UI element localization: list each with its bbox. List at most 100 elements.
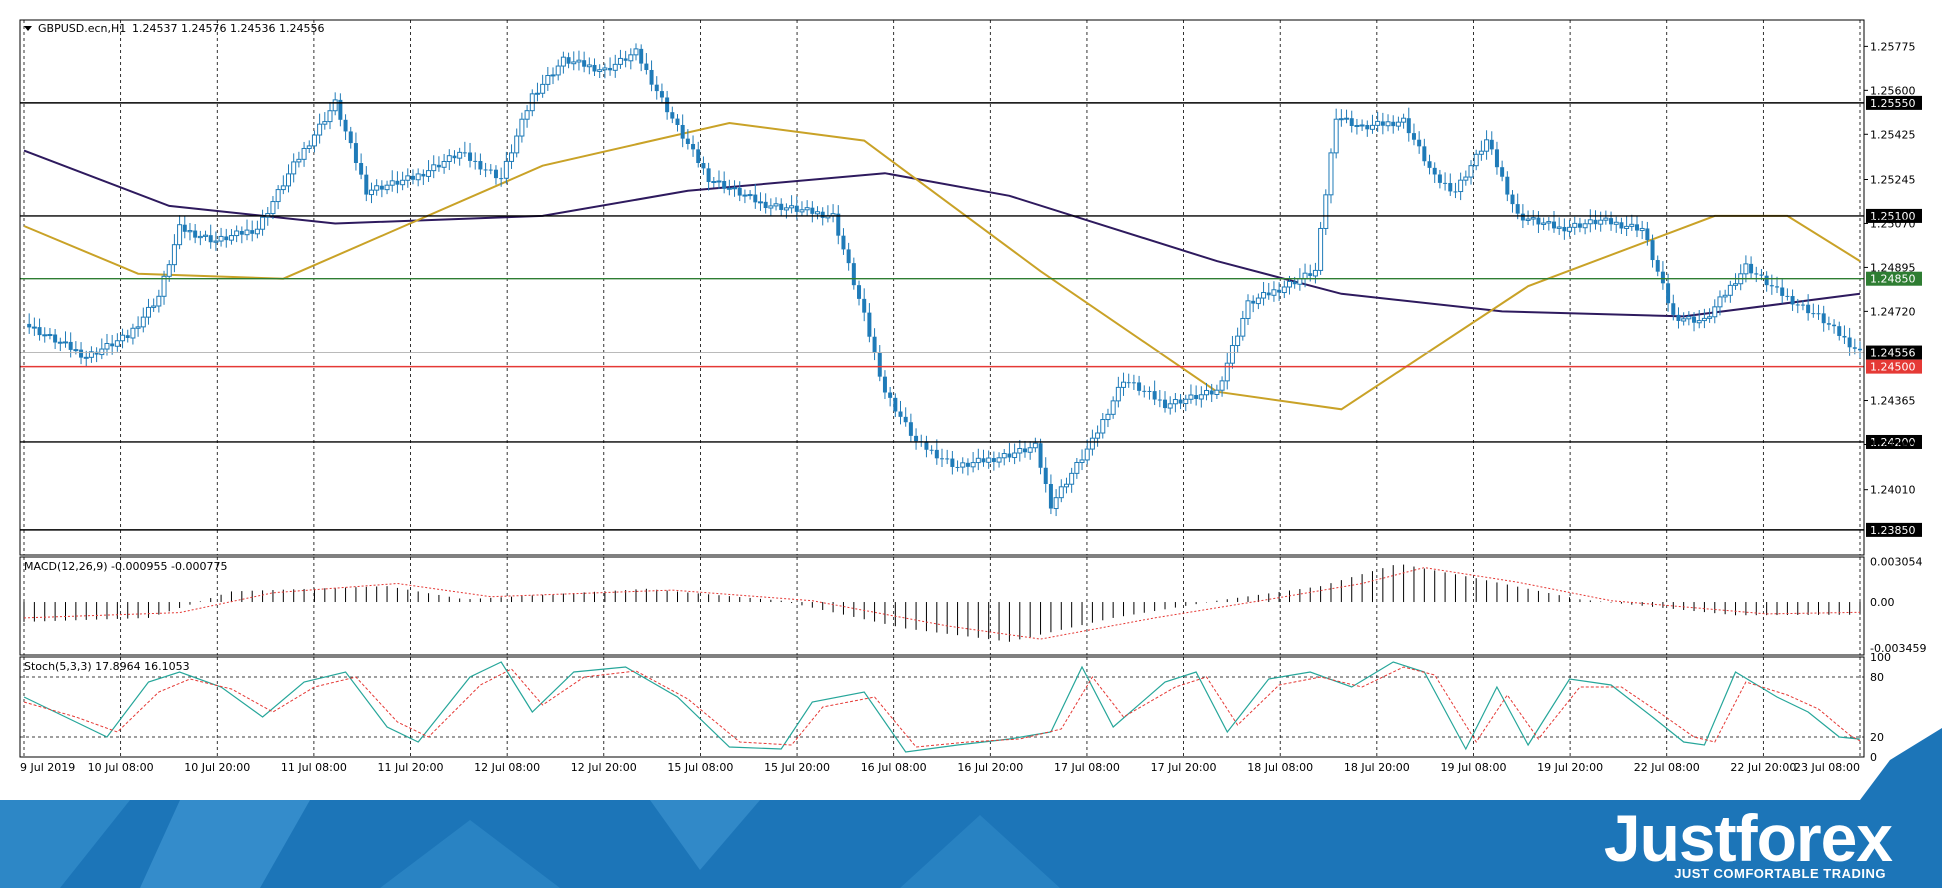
candle-body-bull <box>1017 448 1023 454</box>
candle-body-bear <box>851 263 856 286</box>
candle-body-bear <box>1443 182 1448 184</box>
candle-body-bull <box>1639 227 1645 232</box>
candle-body-bull <box>1214 389 1220 395</box>
candle-body-bear <box>1634 224 1639 231</box>
candle-body-bear <box>753 194 758 203</box>
candle-body-bull <box>612 63 618 71</box>
level-price-label: 1.24556 <box>1870 347 1916 360</box>
chart-dropdown-arrow-icon[interactable] <box>24 26 32 31</box>
candle-body-bull <box>524 110 530 120</box>
candle-body-bull <box>773 203 779 207</box>
candle-body-bear <box>1609 218 1614 225</box>
candle-body-bull <box>187 230 193 233</box>
candle-body-bear <box>608 67 613 71</box>
candle-body-bull <box>1722 294 1728 298</box>
candle-body-bear <box>685 138 690 144</box>
price-tick-label: 1.25425 <box>1870 128 1916 141</box>
candle-body-bear <box>353 143 358 164</box>
candle-body-bear <box>1593 219 1598 225</box>
moving-average-line <box>23 149 1861 318</box>
candle-body-bull <box>270 201 276 215</box>
candle-body-bull <box>545 75 551 85</box>
candle-body-bull <box>31 326 37 329</box>
candle-body-bear <box>1308 273 1313 276</box>
candle-body-bear <box>1800 304 1805 306</box>
candle-body-bear <box>343 119 348 132</box>
candle-body-bull <box>1235 335 1241 347</box>
candle-body-bull <box>114 340 120 347</box>
candle-body-bear <box>1832 324 1837 327</box>
candle-body-bear <box>1349 118 1354 126</box>
candle-body-bear <box>836 213 841 236</box>
candle-body-bull <box>768 205 774 209</box>
candle-body-bear <box>1515 204 1520 214</box>
candle-body-bull <box>1556 226 1562 229</box>
candle-body-bear <box>1406 118 1411 134</box>
candle-body-bull <box>1546 221 1552 224</box>
candle-body-bear <box>924 441 929 450</box>
candle-body-bear <box>1764 275 1769 286</box>
candle-body-bear <box>722 181 727 189</box>
candle-body-bear <box>1137 382 1142 391</box>
candle-body-bull <box>218 235 224 242</box>
candle-body-bull <box>1369 124 1375 130</box>
labels-layer: 9 Jul 2019 10 Jul 08:00 10 Jul 20:00 11 Jul… <box>20 40 1926 774</box>
candle-body-bull <box>503 160 509 179</box>
candle-body-bull <box>1484 139 1490 152</box>
candle-body-bull <box>617 57 623 65</box>
candle-body-bull <box>1733 283 1739 286</box>
macd-tick-label: 0.003054 <box>1870 556 1923 569</box>
candle-body-bear <box>1022 448 1027 453</box>
candle-body-bear <box>1147 390 1152 392</box>
candle-body-bear <box>452 155 457 159</box>
x-tick-label: 16 Jul 20:00 <box>957 761 1023 774</box>
candle-body-bear <box>239 230 244 235</box>
level-price-tag <box>1866 271 1922 286</box>
candle-body-bull <box>431 164 437 172</box>
candle-body-bear <box>1494 149 1499 168</box>
x-tick-label: 10 Jul 20:00 <box>184 761 250 774</box>
level-price-tag <box>1866 208 1922 223</box>
candle-body-bear <box>1131 382 1136 384</box>
candle-body-bear <box>410 175 415 180</box>
candle-body-bear <box>877 352 882 377</box>
price-tick-label: 1.24895 <box>1870 261 1916 274</box>
level-price-tag <box>1866 434 1922 449</box>
stoch-title: Stoch(5,3,3) 17.8964 16.1053 <box>24 660 190 673</box>
price-tick-label: 1.24010 <box>1870 484 1916 497</box>
candle-body-bull <box>291 161 297 175</box>
candle-body-bear <box>462 152 467 154</box>
candle-body-bear <box>1692 316 1697 323</box>
candle-body-bear <box>934 449 939 459</box>
candles-layer <box>27 43 1862 517</box>
candle-body-bull <box>789 205 795 209</box>
candle-body-bull <box>1727 284 1733 296</box>
candle-body-bear <box>1811 313 1816 315</box>
candle-body-bull <box>586 64 592 68</box>
candle-body-bear <box>872 336 877 353</box>
candle-body-bear <box>810 207 815 214</box>
macd-signal-line <box>23 567 1861 640</box>
candle-body-bull <box>1458 179 1464 193</box>
candle-body-bull <box>1613 221 1619 225</box>
level-price-tag <box>1866 522 1922 537</box>
candle-body-bull <box>540 83 546 94</box>
candle-body-bear <box>945 458 950 460</box>
candle-body-bear <box>1163 399 1168 409</box>
candle-body-bear <box>1417 139 1422 147</box>
level-price-label: 1.24200 <box>1870 436 1916 449</box>
level-price-label: 1.25550 <box>1870 97 1916 110</box>
macd-title: MACD(12,26,9) -0.000955 -0.000775 <box>24 560 227 573</box>
candle-body-bull <box>1354 124 1360 127</box>
candle-body-bear <box>1842 335 1847 338</box>
candle-body-bull <box>286 173 292 187</box>
candle-body-bear <box>654 84 659 92</box>
candle-body-bear <box>27 323 32 328</box>
candle-body-bear <box>929 449 934 451</box>
candle-body-bear <box>1666 283 1671 304</box>
candle-body-bear <box>1749 263 1754 274</box>
candle-body-bull <box>1100 419 1106 434</box>
candle-body-bull <box>711 181 717 184</box>
candle-body-bear <box>436 164 441 168</box>
